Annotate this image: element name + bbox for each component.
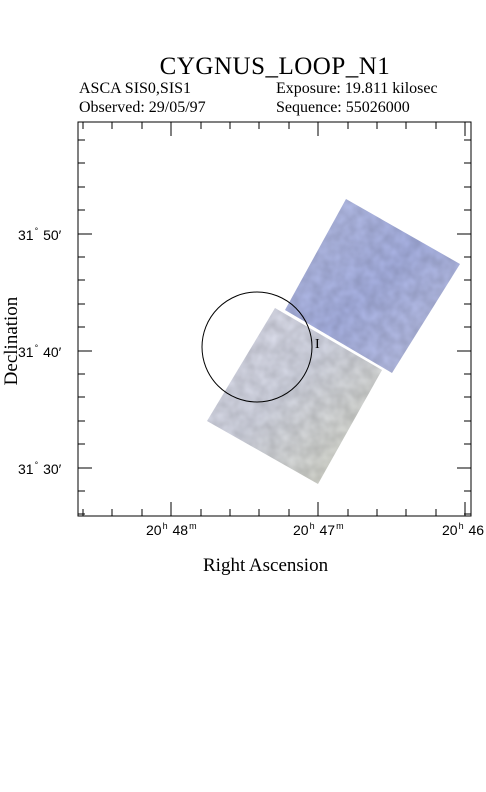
ra-tick-label-46: 20h 46 <box>442 521 485 538</box>
x-axis-label: Right Ascension <box>203 555 329 576</box>
source-region-circle <box>201 291 313 403</box>
dec-tick-label-30: 31° 30′ <box>18 460 62 477</box>
instrument-label: ASCA SIS0,SIS1 <box>79 80 192 97</box>
ccd-field-lower-texture <box>207 308 382 484</box>
sequence-label: Sequence: 55026000 <box>276 99 410 116</box>
page-title: CYGNUS_LOOP_N1 <box>159 53 391 80</box>
source-marker: I <box>315 337 320 352</box>
exposure-label: Exposure: 19.811 kilosec <box>276 80 438 97</box>
dec-tick-label-40: 31° 40′ <box>18 343 62 360</box>
ra-tick-label-48: 20h 48m <box>146 521 197 538</box>
ccd-field-upper-texture <box>285 199 460 373</box>
dec-tick-label-50: 31° 50′ <box>18 226 62 243</box>
axis-ticks <box>78 122 471 516</box>
ra-tick-label-47: 20h 47m <box>293 521 344 538</box>
observed-date-label: Observed: 29/05/97 <box>79 99 206 116</box>
plot-frame <box>77 121 472 517</box>
y-axis-label: Declination <box>1 296 22 386</box>
